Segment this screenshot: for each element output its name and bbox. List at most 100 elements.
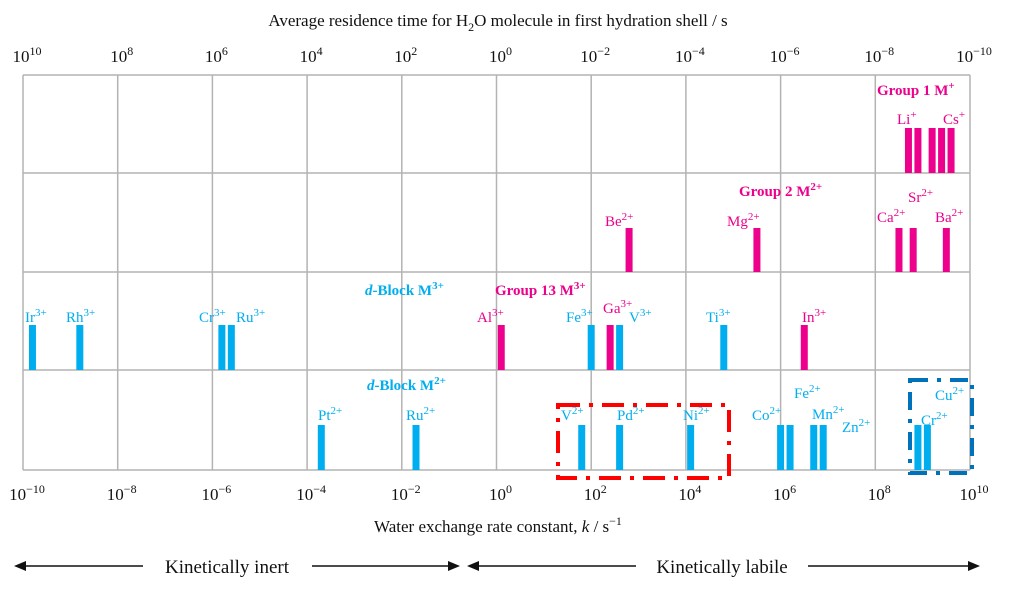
ion-label: Ni2+ <box>683 405 710 424</box>
ion-label: Fe2+ <box>794 383 821 402</box>
ion-label: Zn2+ <box>842 417 870 436</box>
bar-co-2plus <box>777 425 785 470</box>
ion-label: V3+ <box>629 307 652 326</box>
highlight-box-red <box>556 403 731 480</box>
top-tick-label: 108 <box>110 44 133 66</box>
group-label: d-Block M3+ <box>365 280 444 299</box>
bottom-tick-label: 10−6 <box>202 482 232 504</box>
group-label: Group 1 M+ <box>877 80 955 99</box>
top-tick-label: 106 <box>205 44 228 66</box>
bar-v-3plus <box>616 325 624 370</box>
bar-zn-2plus <box>819 425 827 470</box>
ion-label: In3+ <box>802 307 826 326</box>
bottom-tick-label: 102 <box>584 482 607 504</box>
ion-label: Ir3+ <box>25 307 47 326</box>
bottom-tick-label: 108 <box>868 482 891 504</box>
bar-mg-2plus <box>753 228 761 272</box>
bottom-tick-label: 10−10 <box>9 482 45 504</box>
top-tick-label: 102 <box>394 44 417 66</box>
bar-ba-2plus <box>942 228 950 272</box>
bar-mn-2plus <box>810 425 818 470</box>
ion-label: Ba2+ <box>935 207 963 226</box>
top-tick-label: 104 <box>300 44 323 66</box>
ion-label: Al3+ <box>477 307 504 326</box>
ion-label: Pt2+ <box>318 405 342 424</box>
bar-sr-2plus <box>909 228 917 272</box>
kinetically-inert-arrow: Kinetically inert <box>14 557 460 578</box>
bar-ni-2plus <box>687 425 695 470</box>
bar-unlabeled <box>914 128 922 173</box>
bar-ir-3plus <box>28 325 36 370</box>
ion-label: Cr3+ <box>199 307 226 326</box>
bar-cs-plus <box>947 128 955 173</box>
highlight-box-blue <box>908 378 974 475</box>
top-tick-label: 100 <box>489 44 512 66</box>
ion-label: Ru3+ <box>236 307 265 326</box>
bottom-tick-label: 10−8 <box>107 482 137 504</box>
ion-labels: Li+ Cs+ Be2+ Mg2+ Ca2+Sr2+Ba2+ Al3+ Ga3+ In3+ Ir… <box>25 109 965 436</box>
ion-label: Be2+ <box>605 211 633 230</box>
ion-label: Li+ <box>897 109 917 128</box>
ion-label: Cu2+ <box>935 385 964 404</box>
group-label: Group 13 M3+ <box>495 280 586 299</box>
ion-label: Ca2+ <box>877 207 905 226</box>
bar-fe-2plus <box>786 425 794 470</box>
ion-label: Ru2+ <box>406 405 435 424</box>
bar-unlabeled <box>928 128 936 173</box>
top-tick-label: 10−2 <box>580 44 610 66</box>
kinetically-inert-label: Kinetically inert <box>165 557 290 578</box>
chart-title: Average residence time for H2O molecule … <box>268 11 727 34</box>
bar-in-3plus <box>800 325 808 370</box>
tick-labels: 10−10 10−8 10−6 10−4 10−2 100 102 104 106 108 1010… <box>9 44 992 504</box>
bar-li-plus <box>904 128 912 173</box>
bar-ca-2plus <box>895 228 903 272</box>
bottom-tick-label: 100 <box>489 482 512 504</box>
bar-rh-3plus <box>76 325 84 370</box>
bottom-tick-label: 10−2 <box>391 482 421 504</box>
grid <box>22 74 971 471</box>
ion-label: Pd2+ <box>617 405 645 424</box>
bar-ti-3plus <box>720 325 728 370</box>
kinetically-labile-label: Kinetically labile <box>656 557 787 578</box>
ion-label: Ga3+ <box>603 298 632 317</box>
bar-v-2plus <box>578 425 586 470</box>
kinetically-labile-arrow: Kinetically labile <box>467 557 980 578</box>
ion-label: Cr2+ <box>921 410 948 429</box>
ion-label: Sr2+ <box>908 187 933 206</box>
bottom-tick-label: 10−4 <box>296 482 326 504</box>
bar-ga-3plus <box>606 325 614 370</box>
x-axis-label: Water exchange rate constant, k / s−1 <box>374 514 622 536</box>
group-labels: Group 1 M+ Group 2 M2+ Group 13 M3+ d-Block… <box>365 80 955 394</box>
group-label: Group 2 M2+ <box>739 181 822 200</box>
bar-pd-2plus <box>616 425 624 470</box>
ion-label: Ti3+ <box>706 307 731 326</box>
bar-cr-3plus <box>218 325 226 370</box>
ion-label: Cs+ <box>943 109 965 128</box>
bar-ru-3plus <box>227 325 235 370</box>
ion-label: Rh3+ <box>66 307 95 326</box>
top-tick-label: 10−10 <box>956 44 992 66</box>
bar-ru-2plus <box>412 425 420 470</box>
top-tick-label: 10−8 <box>864 44 894 66</box>
bottom-tick-label: 1010 <box>960 482 989 504</box>
bar-al-3plus <box>497 325 505 370</box>
top-tick-label: 1010 <box>13 44 42 66</box>
ion-label: Co2+ <box>752 405 781 424</box>
bar-unlabeled <box>938 128 946 173</box>
ion-label: Fe3+ <box>566 307 593 326</box>
bars <box>28 128 955 470</box>
bar-pt-2plus <box>317 425 325 470</box>
bar-fe-3plus <box>587 325 595 370</box>
group-label: d-Block M2+ <box>367 375 446 394</box>
top-tick-label: 10−6 <box>770 44 800 66</box>
bottom-tick-label: 106 <box>773 482 796 504</box>
ion-label: Mn2+ <box>812 404 845 423</box>
bar-be-2plus <box>625 228 633 272</box>
bottom-tick-label: 104 <box>678 482 701 504</box>
top-tick-label: 10−4 <box>675 44 705 66</box>
ion-label: Mg2+ <box>727 211 760 230</box>
bar-cr-2plus <box>914 425 922 470</box>
bar-cu-2plus <box>923 425 931 470</box>
ion-label: V2+ <box>561 405 584 424</box>
